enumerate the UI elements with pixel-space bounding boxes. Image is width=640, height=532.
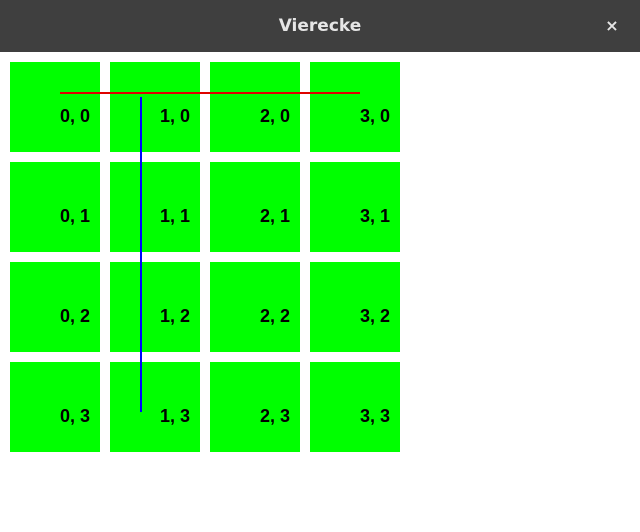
square-cell: 2, 0 (210, 62, 300, 152)
close-button[interactable]: × (605, 16, 619, 35)
window-title: Vierecke (278, 16, 362, 36)
square-cell: 0, 2 (10, 262, 100, 352)
square-cell: 2, 3 (210, 362, 300, 452)
drawing-canvas: 0, 0 1, 0 2, 0 3, 0 0, 1 1, 1 2, 1 3, 1 … (0, 52, 640, 532)
square-cell: 0, 3 (10, 362, 100, 452)
cell-label: 3, 0 (359, 106, 390, 126)
square-cell: 3, 3 (310, 362, 400, 452)
square-cell: 1, 2 (110, 262, 200, 352)
cell-label: 2, 3 (259, 406, 290, 426)
cell-label: 2, 2 (259, 306, 290, 326)
cell-label: 1, 2 (159, 306, 190, 326)
title-bar[interactable]: Vierecke × (0, 0, 640, 52)
cell-label: 1, 0 (159, 106, 190, 126)
square-cell: 0, 0 (10, 62, 100, 152)
cell-label: 3, 2 (359, 306, 390, 326)
square-cell: 0, 1 (10, 162, 100, 252)
cell-label: 0, 3 (59, 406, 90, 426)
square-cell: 3, 2 (310, 262, 400, 352)
cell-label: 0, 1 (59, 206, 90, 226)
cell-label: 0, 2 (59, 306, 90, 326)
cell-label: 2, 1 (259, 206, 290, 226)
cell-label: 2, 0 (259, 106, 290, 126)
square-cell: 2, 1 (210, 162, 300, 252)
vertical-line (140, 97, 142, 412)
horizontal-line (60, 92, 360, 94)
square-cell: 1, 0 (110, 62, 200, 152)
square-cell: 3, 1 (310, 162, 400, 252)
square-cell: 1, 1 (110, 162, 200, 252)
square-cell: 2, 2 (210, 262, 300, 352)
cell-label: 1, 1 (159, 206, 190, 226)
square-cell: 1, 3 (110, 362, 200, 452)
cell-label: 0, 0 (59, 106, 90, 126)
cell-label: 3, 1 (359, 206, 390, 226)
cell-label: 3, 3 (359, 406, 390, 426)
square-cell: 3, 0 (310, 62, 400, 152)
cell-label: 1, 3 (159, 406, 190, 426)
